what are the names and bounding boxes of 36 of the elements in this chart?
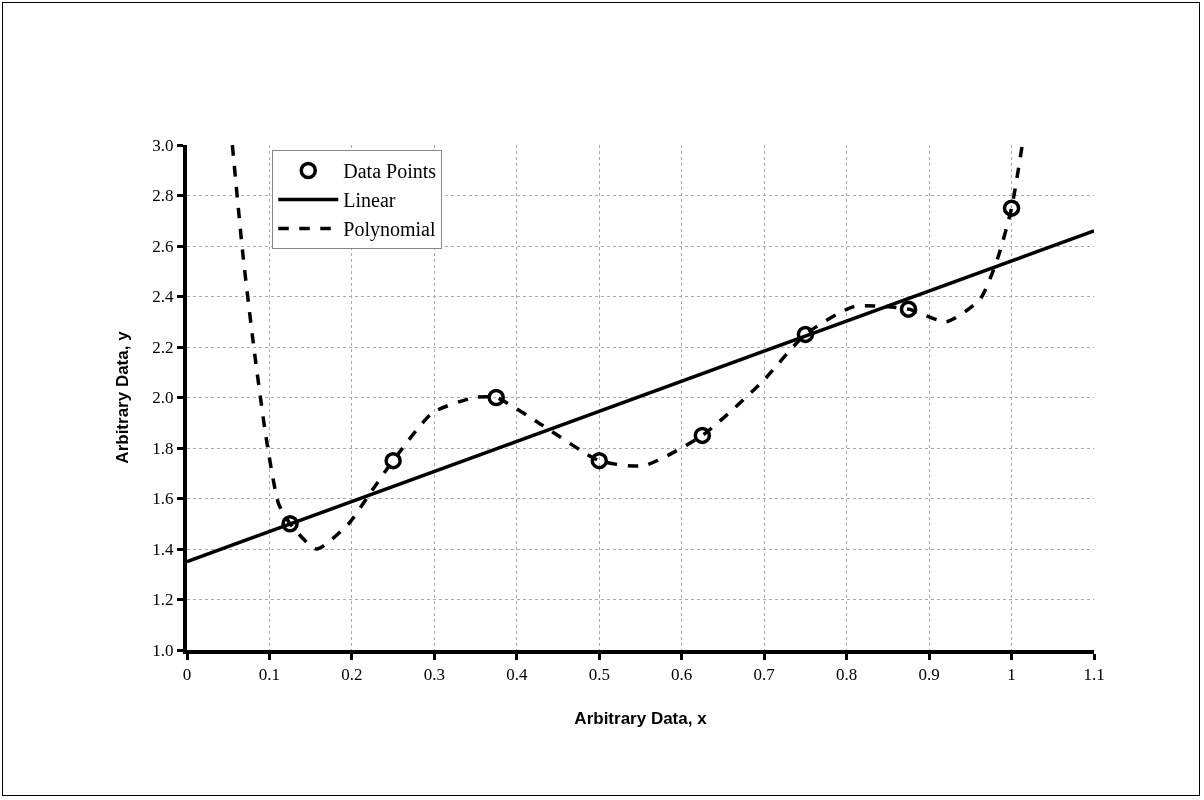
- x-tick-label: 0.8: [836, 665, 858, 685]
- point: [590, 451, 609, 470]
- y-tick-label: 1.2: [152, 590, 174, 610]
- y-tick-label: 2.6: [152, 236, 174, 256]
- y-tick-label: 1.8: [152, 438, 174, 458]
- y-tick-label: 3.0: [152, 135, 174, 155]
- x-tick-label: 0.3: [423, 665, 445, 685]
- x-tick-label: 0.2: [341, 665, 363, 685]
- x-tick-label: 0: [182, 665, 192, 685]
- legend-label: Data Points: [343, 160, 437, 183]
- y-tick-label: 1.4: [152, 539, 175, 559]
- x-tick-label: 0.4: [506, 665, 528, 685]
- x-tick-label: 0.1: [258, 665, 281, 685]
- x-tick-label: 0.9: [918, 665, 940, 685]
- y-tick-label: 1.6: [152, 489, 174, 509]
- x-tick-label: 0.5: [588, 665, 610, 685]
- x-tick-label: 1: [1007, 665, 1016, 685]
- point: [1002, 199, 1021, 217]
- x-tick-label: 0.7: [753, 665, 776, 685]
- y-axis-title: Arbitrary Data, y: [113, 330, 133, 464]
- point: [384, 451, 402, 470]
- y-tick-label: 2.0: [152, 388, 174, 408]
- legend-label: Linear: [343, 189, 396, 212]
- x-axis-title: Arbitrary Data, x: [574, 709, 708, 729]
- y-tick-label: 2.4: [152, 287, 175, 307]
- y-tick-label: 1.0: [152, 640, 174, 660]
- point: [899, 300, 918, 318]
- y-tick-label: 2.2: [152, 337, 174, 357]
- x-tick-label: 1.1: [1083, 665, 1105, 685]
- point: [693, 426, 712, 445]
- y-tick-label: 2.8: [152, 186, 174, 206]
- legend-label: Polynomial: [343, 218, 436, 242]
- point: [487, 388, 505, 407]
- point: [281, 515, 299, 533]
- x-tick-label: 0.6: [671, 665, 693, 685]
- point: [796, 325, 815, 344]
